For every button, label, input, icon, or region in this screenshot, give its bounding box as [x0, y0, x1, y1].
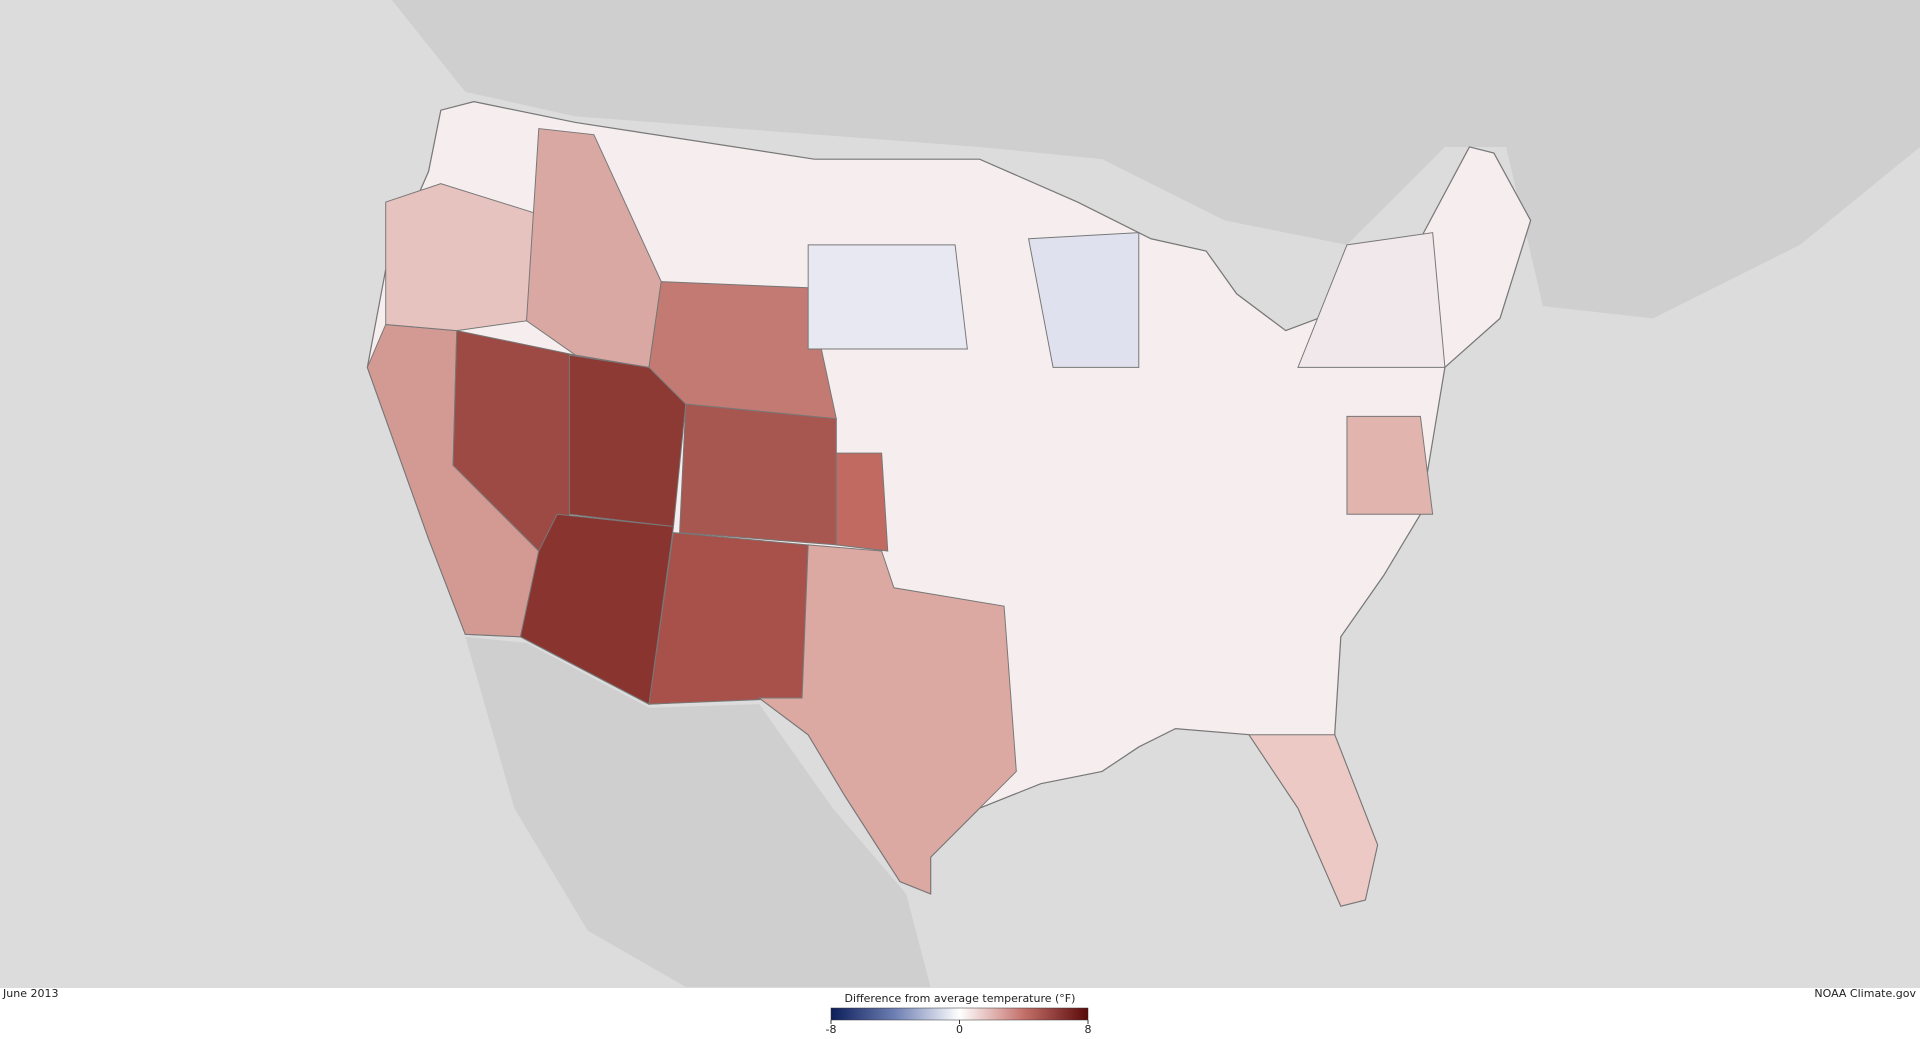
legend-title: Difference from average temperature (°F)	[845, 992, 1076, 1005]
basemap	[366, 0, 1920, 987]
mexico	[465, 636, 931, 987]
texas	[757, 544, 1017, 895]
utah	[568, 354, 687, 528]
credit: NOAA Climate.gov	[1814, 987, 1916, 1000]
tick-label: -8	[826, 1023, 837, 1036]
tick-label: 0	[956, 1023, 963, 1036]
color-bar	[830, 1007, 1089, 1021]
colorado	[679, 403, 837, 546]
dakotas	[807, 244, 968, 350]
northeast	[1297, 232, 1446, 368]
mid-atlantic	[1346, 415, 1434, 515]
florida	[1248, 734, 1379, 907]
canada	[391, 0, 1920, 319]
tick-label: 8	[1085, 1023, 1092, 1036]
arizona	[519, 513, 675, 705]
new-mexico	[648, 532, 809, 705]
wisconsin	[1027, 232, 1140, 368]
date-label: June 2013	[2, 987, 58, 1000]
kansas-west	[835, 452, 889, 552]
